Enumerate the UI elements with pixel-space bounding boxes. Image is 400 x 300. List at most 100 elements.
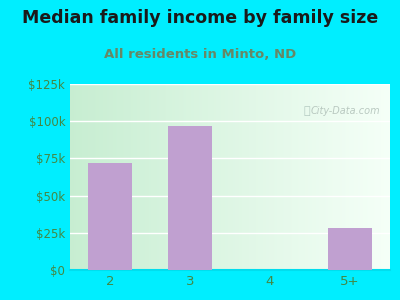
Bar [99,84,100,270]
Bar [321,84,322,270]
Bar [135,84,136,270]
Bar [364,84,366,270]
Bar [97,84,98,270]
Bar [238,84,240,270]
Bar [94,84,96,270]
Bar [235,84,236,270]
Bar [106,84,107,270]
Bar [81,84,82,270]
Bar [289,84,290,270]
Bar [156,84,158,270]
Bar [203,84,204,270]
Bar [322,84,323,270]
Bar [247,84,248,270]
Bar [183,84,184,270]
Bar [254,84,256,270]
Bar [182,84,183,270]
Bar [181,84,182,270]
Bar [169,84,170,270]
Bar [179,84,180,270]
Bar [132,84,133,270]
Bar [225,84,226,270]
Bar [297,84,298,270]
Bar [372,84,373,270]
Bar [310,84,311,270]
Bar [306,84,307,270]
Bar [131,84,132,270]
Bar [105,84,106,270]
Bar [114,84,115,270]
Bar [262,84,263,270]
Bar [354,84,355,270]
Bar [325,84,326,270]
Bar [151,84,152,270]
Bar [229,84,230,270]
Bar [375,84,376,270]
Bar [162,84,163,270]
Bar [277,84,278,270]
Bar [149,84,150,270]
Bar [324,84,325,270]
Bar [298,84,299,270]
Bar [278,84,279,270]
Bar [311,84,312,270]
Bar [382,84,384,270]
Bar [369,84,370,270]
Bar [118,84,119,270]
Bar [315,84,316,270]
Bar [115,84,116,270]
Bar [368,84,369,270]
Bar [96,84,97,270]
Bar [288,84,289,270]
Bar [376,84,377,270]
Bar [352,84,353,270]
Bar [172,84,174,270]
Bar [272,84,273,270]
Bar [174,84,176,270]
Bar [309,84,310,270]
Bar [150,84,151,270]
Bar [290,84,291,270]
Bar [363,84,364,270]
Bar [385,84,386,270]
Bar [88,84,89,270]
Bar [359,84,360,270]
Bar [248,84,249,270]
Bar [78,84,80,270]
Bar [144,84,145,270]
Bar [83,84,84,270]
Bar [188,84,190,270]
Bar [259,84,260,270]
Bar [117,84,118,270]
Bar [110,84,112,270]
Bar [91,84,92,270]
Bar [170,84,171,270]
Bar [258,84,259,270]
Bar [304,84,305,270]
Bar [264,84,265,270]
Bar [134,84,135,270]
Bar [286,84,288,270]
Bar [220,84,222,270]
Bar [344,84,345,270]
Bar [197,84,198,270]
Bar [370,84,371,270]
Text: ⓘ: ⓘ [304,106,310,116]
Bar [246,84,247,270]
Bar [338,84,339,270]
Bar [107,84,108,270]
Bar [211,84,212,270]
Bar [267,84,268,270]
Bar [186,84,187,270]
Bar [73,84,74,270]
Bar [307,84,308,270]
Bar [210,84,211,270]
Bar [347,84,348,270]
Bar [330,84,331,270]
Bar [212,84,213,270]
Bar [356,84,357,270]
Bar [120,84,121,270]
Bar [214,84,215,270]
Bar [167,84,168,270]
Bar [305,84,306,270]
